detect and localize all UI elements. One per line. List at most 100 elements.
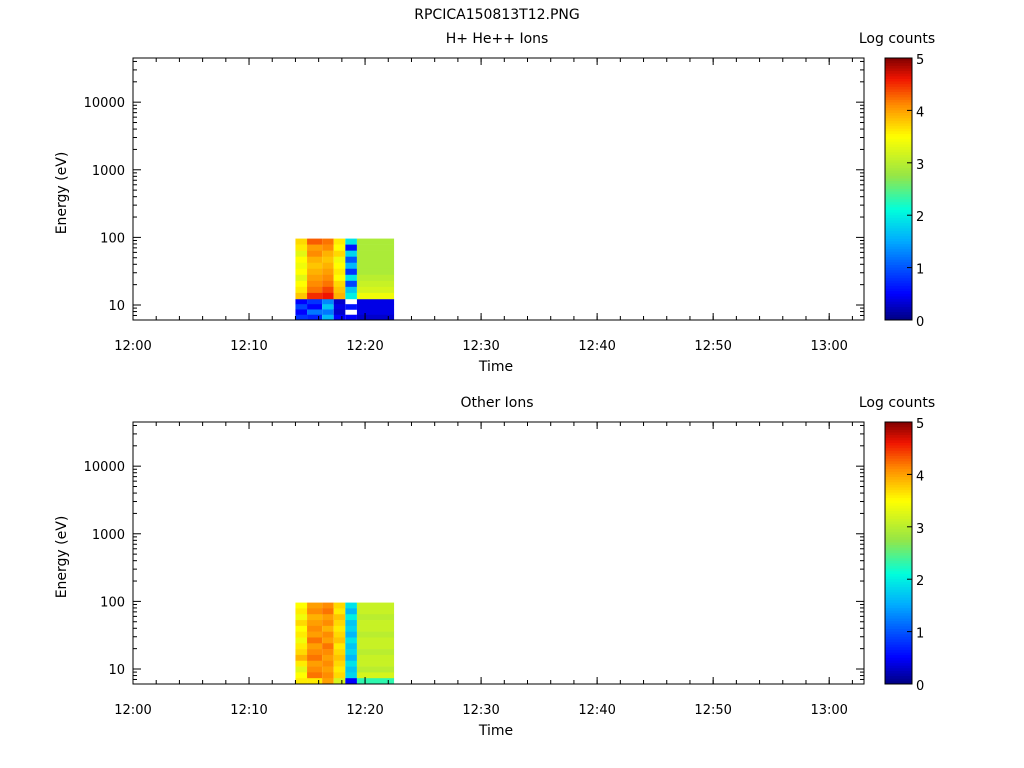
heatmap-cell (295, 643, 308, 650)
heatmap-cell (295, 666, 308, 673)
colorbar-segment (885, 676, 912, 680)
colorbar-tick-label: 2 (916, 574, 924, 589)
colorbar-segment (885, 272, 912, 276)
heatmap-cell (333, 238, 346, 245)
colorbar-segment (885, 115, 912, 119)
heatmap-cell (295, 314, 308, 321)
colorbar-segment (885, 594, 912, 598)
heatmap-cell (345, 304, 357, 310)
colorbar-segment (885, 157, 912, 161)
colorbar-segment (885, 120, 912, 124)
colorbar-segment (885, 251, 912, 255)
colorbar-segment (885, 649, 912, 653)
colorbar-segment (885, 246, 912, 250)
heatmap-cell (307, 608, 323, 615)
colorbar-segment (885, 84, 912, 88)
heatmap-cell (322, 678, 334, 685)
colorbar-segment (885, 63, 912, 67)
heatmap-cell (322, 666, 334, 673)
heatmap-cell (295, 625, 308, 632)
heatmap-cell (345, 268, 357, 276)
heatmap-cell (322, 672, 334, 679)
colorbar-segment (885, 241, 912, 245)
colorbar-segment (885, 257, 912, 261)
heatmap-cell (322, 244, 334, 251)
colorbar-segment (885, 196, 912, 200)
colorbar-segment (885, 81, 912, 85)
heatmap-cell (333, 304, 346, 310)
heatmap-cell (356, 256, 395, 264)
heatmap-cell (322, 292, 334, 300)
heatmap-cell (333, 268, 346, 276)
heatmap-cell (356, 268, 395, 276)
colorbar-segment (885, 623, 912, 627)
y-tick-label: 10000 (84, 460, 125, 475)
colorbar-segment (885, 168, 912, 172)
heatmap-cell (322, 304, 334, 310)
heatmap-cell (356, 614, 395, 621)
heatmap-cell (356, 666, 395, 673)
heatmap-cell (333, 602, 346, 609)
heatmap-cell (295, 672, 308, 679)
colorbar-tick-label: 1 (916, 263, 924, 278)
heatmap-cell (295, 678, 308, 685)
heatmap-cell (307, 666, 323, 673)
colorbar-segment (885, 186, 912, 190)
heatmap-cell (356, 280, 395, 288)
colorbar-segment (885, 521, 912, 525)
heatmap-cell (307, 637, 323, 644)
heatmap-cell (345, 250, 357, 257)
heatmap-cell (295, 654, 308, 662)
heatmap-cell (307, 672, 323, 679)
colorbar-segment (885, 105, 912, 109)
colorbar-segment (885, 626, 912, 630)
y-tick-label: 10000 (84, 96, 125, 111)
colorbar-segment (885, 152, 912, 156)
spectrogram-cells (295, 602, 395, 685)
heatmap-cell (356, 286, 395, 294)
colorbar-segment (885, 615, 912, 619)
heatmap-cell (307, 660, 323, 667)
colorbar-segment (885, 608, 912, 612)
colorbar-tick-label: 3 (916, 158, 924, 173)
spectrogram-cells (295, 238, 395, 321)
heatmap-cell (322, 602, 334, 609)
colorbar-segment (885, 131, 912, 135)
colorbar-tick-label: 4 (916, 105, 924, 120)
heatmap-cell (307, 286, 323, 294)
heatmap-cell (333, 298, 346, 305)
x-tick-label: 12:40 (578, 703, 615, 718)
heatmap-cell (345, 614, 357, 621)
colorbar-segment (885, 173, 912, 177)
colorbar-segment (885, 136, 912, 140)
heatmap-cell (307, 625, 323, 632)
colorbar-segment (885, 264, 912, 268)
colorbar-segment (885, 484, 912, 488)
colorbar-label: Log counts (859, 31, 935, 47)
colorbar-segment (885, 432, 912, 436)
colorbar-segment (885, 94, 912, 98)
colorbar-segment (885, 639, 912, 643)
colorbar-segment (885, 65, 912, 69)
colorbar-segment (885, 558, 912, 562)
colorbar: 0 1 2 3 4 5 Log counts (859, 31, 935, 330)
colorbar-segment (885, 170, 912, 174)
heatmap-cell (295, 304, 308, 310)
colorbar-segment (885, 189, 912, 193)
colorbar-segment (885, 97, 912, 101)
heatmap-cell (307, 614, 323, 621)
heatmap-cell (333, 262, 346, 270)
heatmap-cell (333, 660, 346, 667)
colorbar-segment (885, 209, 912, 213)
x-tick-label: 12:20 (346, 339, 383, 354)
colorbar-segment (885, 505, 912, 509)
heatmap-cell (333, 672, 346, 679)
colorbar-segment (885, 202, 912, 206)
colorbar-segment (885, 550, 912, 554)
heatmap-cell (295, 660, 308, 667)
heatmap-cell (333, 666, 346, 673)
heatmap-cell (356, 631, 395, 638)
colorbar-segment (885, 532, 912, 536)
panel-2: Other Ions 12:00 12:10 12:20 12:30 12:40 12:50… (54, 395, 935, 739)
